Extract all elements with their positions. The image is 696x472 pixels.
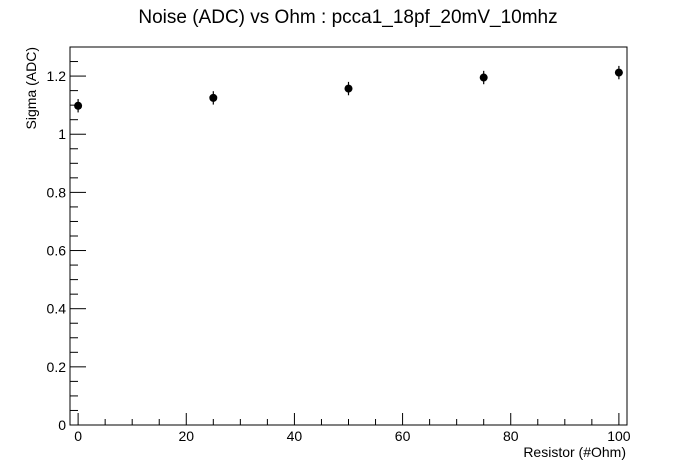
points-layer [74, 65, 623, 113]
y-tick-label: 0.6 [47, 243, 67, 259]
y-tick-label: 0.4 [47, 301, 67, 317]
y-tick-label: 0 [58, 417, 66, 433]
y-tick-label: 1.2 [47, 68, 67, 84]
x-tick-label: 80 [503, 428, 519, 444]
data-point [344, 84, 353, 93]
y-tick-label: 1 [58, 126, 66, 142]
data-point [479, 73, 488, 82]
x-tick-label: 40 [287, 428, 303, 444]
data-point [209, 93, 218, 102]
x-tick-label: 20 [178, 428, 194, 444]
y-axis-label: Sigma (ADC) [23, 47, 39, 129]
ticks-layer: 0 0.2 0.4 0.6 0.8 1 1.2 0 20 40 60 80 100 [47, 46, 631, 444]
data-point [614, 68, 623, 77]
chart-title: Noise (ADC) vs Ohm : pcca1_18pf_20mV_10m… [138, 7, 557, 28]
data-point [74, 101, 83, 110]
x-tick-label: 0 [74, 428, 82, 444]
x-tick-label: 60 [395, 428, 411, 444]
y-tick-label: 0.8 [47, 184, 67, 200]
x-axis-label: Resistor (#Ohm) [523, 444, 626, 460]
x-tick-label: 100 [607, 428, 631, 444]
y-tick-label: 0.2 [47, 359, 67, 375]
